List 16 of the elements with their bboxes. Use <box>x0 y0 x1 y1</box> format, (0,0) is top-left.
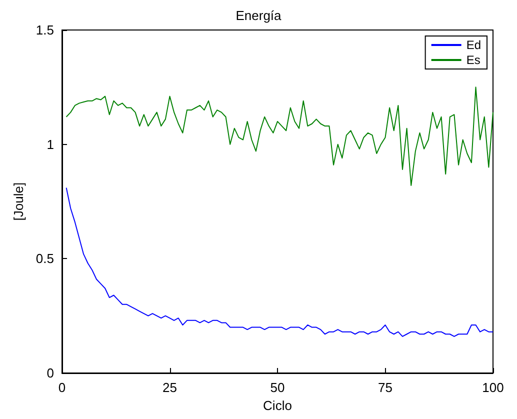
y-tick-label: 1 <box>46 136 54 152</box>
x-axis-title: Ciclo <box>263 398 292 413</box>
line-series <box>66 187 494 337</box>
y-tick-label: 0.5 <box>36 251 54 266</box>
y-axis-title: [Joule] <box>11 182 26 221</box>
line-series <box>66 86 494 186</box>
legend-label: Ed <box>466 38 482 52</box>
y-tick-label: 1.5 <box>36 22 54 38</box>
x-tick-label: 100 <box>482 380 504 395</box>
x-tick-label: 0 <box>58 380 66 395</box>
x-tick-label: 50 <box>270 380 285 395</box>
legend-label: Es <box>466 53 480 67</box>
x-tick-label: 75 <box>378 380 392 395</box>
x-tick-label: 25 <box>162 380 177 395</box>
chart-title: Energía <box>236 8 282 23</box>
y-tick-label: 0 <box>46 366 54 380</box>
